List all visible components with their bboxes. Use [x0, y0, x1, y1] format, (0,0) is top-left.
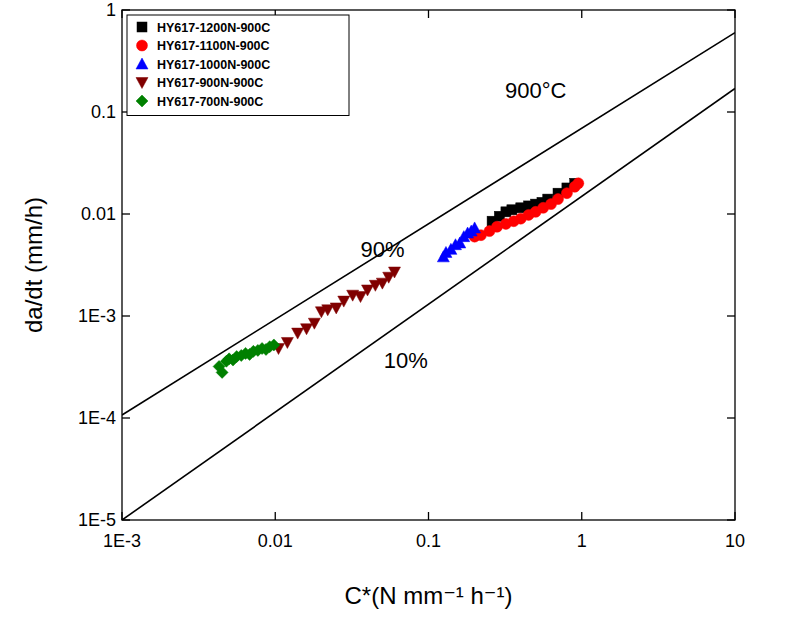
- y-tick-label: 0.1: [91, 102, 116, 122]
- band-line: [122, 88, 735, 520]
- legend-label: HY617-900N-900C: [157, 76, 263, 90]
- annotation: 900°C: [505, 78, 567, 103]
- chart: 1E-3 0.01 0.1 1 10 1E-5 1E-4 1E-3 0.01 0.1 1 C*(N m…: [0, 0, 790, 618]
- y-tick-label: 1E-3: [78, 306, 116, 326]
- legend-marker: [136, 58, 148, 69]
- x-axis-label: C*(N mm⁻¹ h⁻¹): [345, 582, 513, 609]
- x-tick-label: 1: [577, 531, 587, 551]
- y-tick: [727, 111, 735, 112]
- data-point: [389, 267, 401, 278]
- legend-label: HY617-700N-900C: [157, 95, 263, 109]
- y-tick-label: 1: [106, 0, 116, 20]
- y-tick: [122, 417, 130, 418]
- data-point: [362, 285, 374, 296]
- data-point: [292, 328, 304, 339]
- x-tick: [581, 512, 582, 520]
- data-point: [573, 178, 584, 189]
- data-point: [338, 296, 350, 307]
- data-point: [308, 318, 320, 329]
- x-tick: [734, 512, 735, 520]
- x-tick: [275, 512, 276, 520]
- y-tick: [727, 213, 735, 214]
- data-point: [330, 303, 342, 314]
- y-tick-label: 1E-5: [78, 510, 116, 530]
- x-tick-label: 1E-3: [103, 531, 141, 551]
- annotation: 90%: [361, 237, 405, 262]
- x-tick-label: 10: [725, 531, 745, 551]
- y-tick: [122, 315, 130, 316]
- data-point: [507, 205, 517, 215]
- y-tick-label: 1E-4: [78, 408, 116, 428]
- x-tick-label: 0.1: [416, 531, 441, 551]
- y-tick: [727, 417, 735, 418]
- band-line: [122, 33, 735, 415]
- x-tick: [121, 10, 122, 18]
- legend-marker: [136, 95, 148, 107]
- data-point: [281, 337, 293, 348]
- y-axis-label: da/dt (mm/h): [20, 197, 47, 333]
- y-tick: [122, 9, 130, 10]
- y-tick: [727, 9, 735, 10]
- legend-marker: [136, 78, 148, 89]
- legend-marker: [137, 40, 148, 51]
- data-point: [268, 339, 280, 351]
- data-point: [216, 366, 228, 378]
- data-point: [355, 292, 367, 303]
- x-tick: [581, 10, 582, 18]
- x-tick-label: 0.01: [258, 531, 293, 551]
- legend-box: [127, 15, 349, 116]
- x-tick: [428, 512, 429, 520]
- x-tick: [428, 10, 429, 18]
- legend-label: HY617-1200N-900C: [157, 21, 270, 35]
- y-tick: [727, 315, 735, 316]
- legend-label: HY617-1000N-900C: [157, 58, 270, 72]
- legend-marker: [137, 22, 147, 32]
- y-tick: [122, 213, 130, 214]
- y-tick-label: 0.01: [81, 204, 116, 224]
- data-point: [469, 222, 481, 233]
- x-tick: [734, 10, 735, 18]
- annotation: 10%: [384, 348, 428, 373]
- y-tick: [727, 519, 735, 520]
- data-point: [301, 324, 313, 335]
- legend-label: HY617-1100N-900C: [157, 39, 270, 53]
- plot-frame: [122, 10, 735, 520]
- plot-area: [122, 33, 735, 520]
